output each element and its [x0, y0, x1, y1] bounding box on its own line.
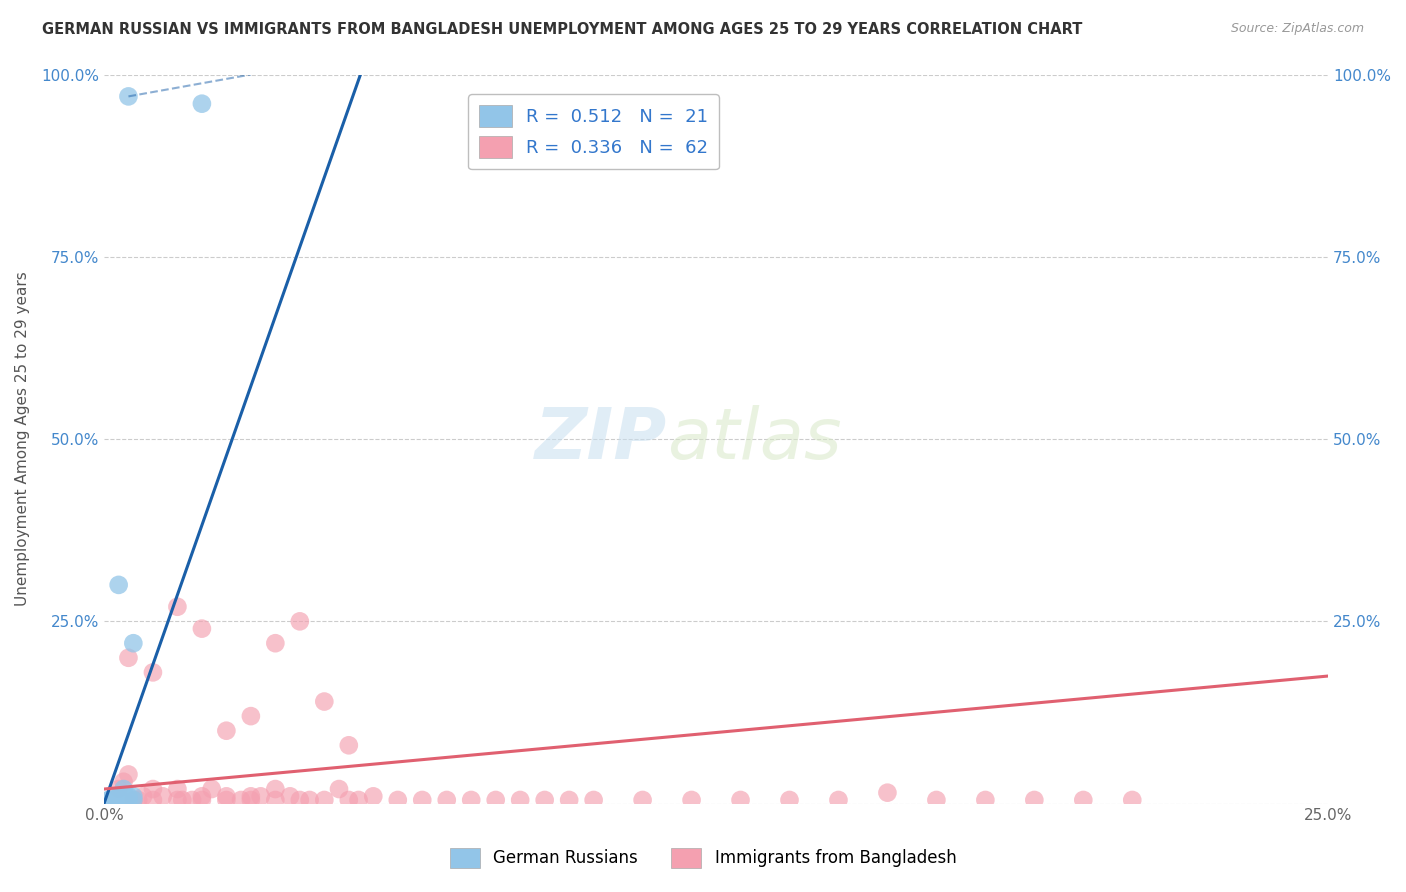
Point [337, 739, 360, 753]
Point [558, 793, 581, 807]
Point [582, 793, 605, 807]
Point [122, 793, 145, 807]
Point [112, 793, 135, 807]
Point [117, 650, 139, 665]
Point [117, 789, 139, 804]
Point [314, 793, 336, 807]
Point [117, 793, 139, 807]
Point [229, 793, 252, 807]
Point [411, 793, 433, 807]
Point [239, 789, 262, 804]
Point [122, 636, 145, 650]
Point [142, 793, 165, 807]
Point [132, 789, 155, 804]
Point [191, 96, 214, 111]
Point [264, 793, 287, 807]
Point [681, 793, 703, 807]
Point [1121, 793, 1143, 807]
Point [112, 793, 135, 807]
Point [191, 622, 214, 636]
Point [127, 793, 149, 807]
Point [215, 793, 238, 807]
Point [631, 793, 654, 807]
Point [142, 665, 165, 680]
Point [201, 782, 224, 797]
Point [974, 793, 997, 807]
Point [181, 793, 204, 807]
Point [215, 789, 238, 804]
Y-axis label: Unemployment Among Ages 25 to 29 years: Unemployment Among Ages 25 to 29 years [15, 272, 30, 607]
Point [328, 782, 350, 797]
Point [117, 767, 139, 781]
Point [122, 793, 145, 807]
Point [264, 782, 287, 797]
Point [314, 694, 336, 708]
Point [191, 793, 214, 807]
Point [117, 89, 139, 103]
Point [166, 793, 188, 807]
Point [361, 789, 384, 804]
Point [142, 782, 165, 797]
Point [1024, 793, 1046, 807]
Point [485, 793, 508, 807]
Text: ZIP: ZIP [534, 405, 666, 474]
Point [166, 599, 188, 614]
Point [172, 793, 194, 807]
Point [112, 782, 135, 797]
Point [122, 789, 145, 804]
Point [925, 793, 948, 807]
Point [103, 793, 125, 807]
Point [288, 615, 311, 629]
Point [191, 789, 214, 804]
Point [264, 636, 287, 650]
Point [288, 793, 311, 807]
Point [533, 793, 555, 807]
Point [107, 789, 129, 804]
Point [347, 793, 370, 807]
Point [107, 793, 129, 807]
Point [460, 793, 482, 807]
Point [103, 793, 125, 807]
Point [387, 793, 409, 807]
Point [215, 723, 238, 738]
Point [509, 793, 531, 807]
Legend: German Russians, Immigrants from Bangladesh: German Russians, Immigrants from Banglad… [443, 841, 963, 875]
Point [436, 793, 458, 807]
Point [298, 793, 321, 807]
Text: atlas: atlas [666, 405, 842, 474]
Point [103, 793, 125, 807]
Legend: R =  0.512   N =  21, R =  0.336   N =  62: R = 0.512 N = 21, R = 0.336 N = 62 [468, 95, 718, 169]
Point [107, 793, 129, 807]
Point [107, 789, 129, 804]
Point [239, 709, 262, 723]
Point [97, 793, 120, 807]
Point [107, 578, 129, 592]
Point [827, 793, 849, 807]
Text: GERMAN RUSSIAN VS IMMIGRANTS FROM BANGLADESH UNEMPLOYMENT AMONG AGES 25 TO 29 YE: GERMAN RUSSIAN VS IMMIGRANTS FROM BANGLA… [42, 22, 1083, 37]
Point [337, 793, 360, 807]
Point [239, 793, 262, 807]
Point [730, 793, 752, 807]
Point [278, 789, 301, 804]
Point [97, 793, 120, 807]
Point [249, 789, 271, 804]
Point [112, 774, 135, 789]
Point [107, 782, 129, 797]
Point [876, 786, 898, 800]
Point [779, 793, 801, 807]
Point [152, 789, 174, 804]
Text: Source: ZipAtlas.com: Source: ZipAtlas.com [1230, 22, 1364, 36]
Point [1071, 793, 1094, 807]
Point [112, 793, 135, 807]
Point [166, 782, 188, 797]
